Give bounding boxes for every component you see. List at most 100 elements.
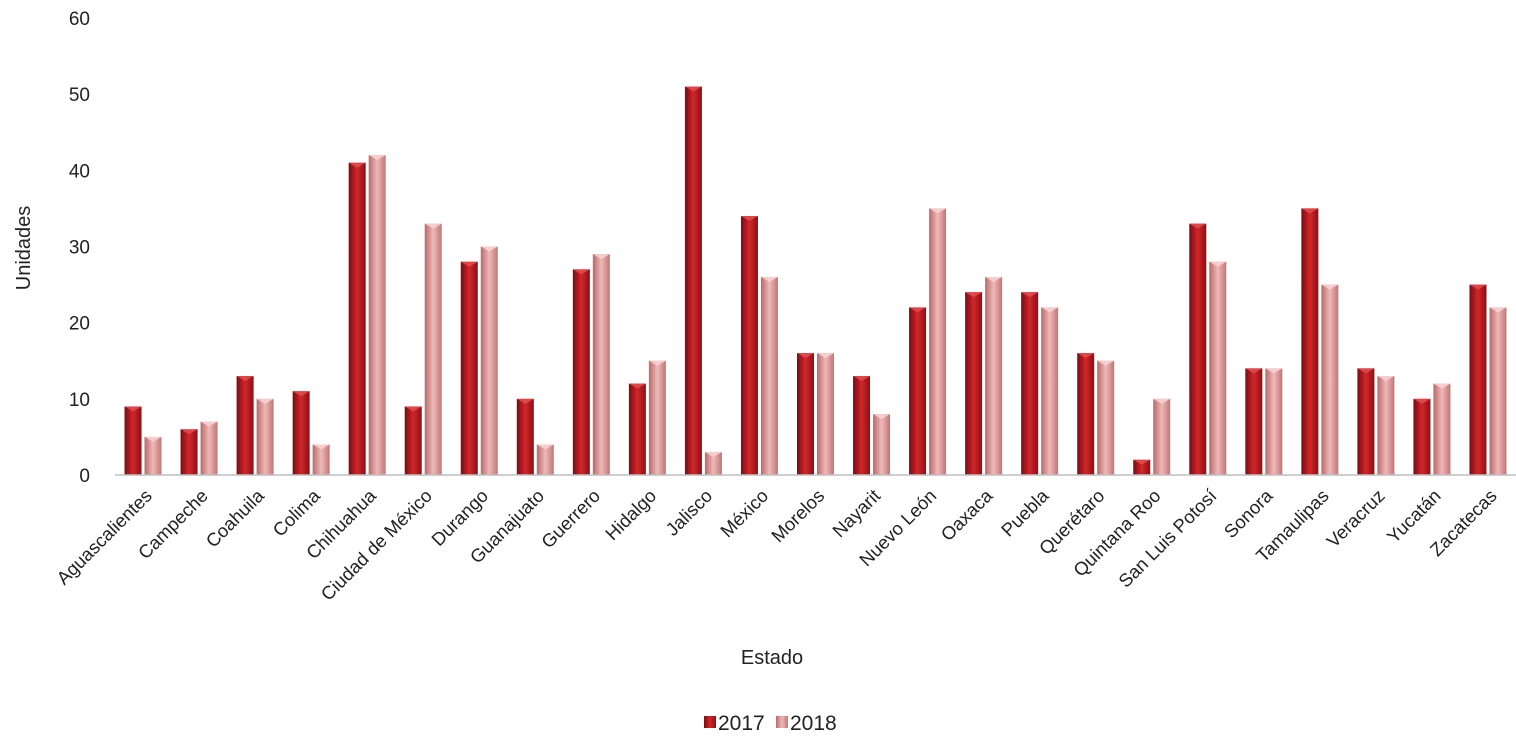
x-tick-label: Oaxaca (937, 484, 997, 544)
bar-2018-Jalisco (704, 452, 722, 475)
bar (1489, 307, 1507, 475)
bar (817, 353, 834, 475)
bar (1133, 459, 1151, 475)
bar (348, 162, 366, 475)
x-tick-label: Hidalgo (601, 485, 660, 544)
bar-cap (740, 216, 758, 222)
bar-cap (312, 444, 330, 450)
bar-2018-Guanajuato (536, 444, 554, 475)
bar-cap (1301, 208, 1319, 214)
bar-cap (460, 261, 478, 267)
bar (1097, 360, 1115, 475)
bar-cap (817, 353, 834, 359)
bar-2018-Veracruz (1377, 375, 1395, 475)
bar-2018-Nayarit (873, 414, 891, 475)
bar-cap (348, 162, 366, 168)
bar (628, 383, 646, 475)
bar (648, 360, 666, 475)
bar (704, 452, 722, 475)
bar-cap (1265, 368, 1283, 374)
bar-cap (180, 429, 198, 435)
bar (404, 406, 422, 475)
x-tick-label: Aguascalientes (52, 485, 156, 589)
bar-cap (684, 86, 702, 92)
bar-cap (256, 398, 274, 404)
bar-cap (628, 383, 646, 389)
y-tick-label: 40 (69, 161, 90, 182)
bar (536, 444, 554, 475)
bar (572, 269, 590, 475)
bar (985, 276, 1003, 475)
bar-cap (572, 269, 590, 275)
y-tick-label: 10 (69, 390, 90, 411)
bar (760, 276, 778, 475)
x-tick-label: Veracruz (1322, 485, 1388, 551)
bar-2017-Querétaro (1077, 353, 1095, 475)
bar-2017-Coahuila (236, 375, 254, 475)
bar (144, 436, 162, 475)
bar (256, 398, 274, 475)
bar-2017-Chihuahua (348, 162, 366, 475)
bar (1321, 284, 1339, 475)
bar (965, 292, 983, 475)
bar-2017-Quintana Roo (1133, 459, 1151, 475)
legend-label-2018: 2018 (790, 712, 837, 735)
bar-2017-Durango (460, 261, 478, 475)
bar-cap (1209, 261, 1227, 267)
bar-cap (1077, 353, 1095, 359)
bar-2017-Puebla (1021, 292, 1039, 475)
bar-cap (1021, 292, 1039, 298)
y-tick-label: 20 (69, 314, 90, 335)
bar (368, 155, 386, 475)
x-axis-title: Estado (741, 647, 803, 669)
bar (1245, 368, 1263, 475)
bar (1189, 223, 1207, 475)
bar (1357, 368, 1375, 475)
bar-2017-Aguascalientes (124, 406, 142, 475)
bar (180, 429, 198, 475)
bar-cap (144, 436, 162, 442)
bar-cap (292, 391, 310, 397)
bar (1041, 307, 1059, 475)
bar-cap (592, 254, 610, 260)
bar (1301, 208, 1319, 475)
bar (1153, 398, 1171, 475)
bar (1077, 353, 1095, 475)
legend: 2017 2018 (704, 712, 837, 735)
bar (312, 444, 330, 475)
bars-group (124, 86, 1507, 476)
bar-2017-Veracruz (1357, 368, 1375, 475)
bar-2018-Puebla (1041, 307, 1059, 475)
bar (1433, 383, 1451, 475)
bar-2017-Morelos (797, 353, 814, 475)
bar-2017-Nayarit (853, 375, 871, 475)
y-tick-label: 0 (79, 466, 90, 487)
bar-2017-Jalisco (684, 86, 702, 476)
bar-2017-Nuevo León (909, 307, 927, 475)
bar-cap (760, 276, 778, 282)
legend-label-2017: 2017 (718, 712, 765, 735)
legend-swatch-2018 (776, 716, 788, 728)
bar-2017-San Luis Potosí (1189, 223, 1207, 475)
bar-2018-Nuevo León (929, 208, 947, 475)
bar-2018-San Luis Potosí (1209, 261, 1227, 475)
x-tick-label: San Luis Potosí (1114, 484, 1221, 591)
bar-2017-Hidalgo (628, 383, 646, 475)
bar-2018-Ciudad de México (424, 223, 442, 475)
bar (853, 375, 871, 475)
bar-2018-Morelos (817, 353, 834, 475)
bar (929, 208, 947, 475)
bar-cap (1321, 284, 1339, 290)
y-tick-label: 30 (69, 238, 90, 259)
bar (1377, 375, 1395, 475)
x-tick-label: Jalisco (661, 485, 716, 540)
bar (1265, 368, 1283, 475)
bar-cap (1357, 368, 1375, 374)
bar-cap (236, 375, 254, 381)
bar-2018-Oaxaca (985, 276, 1003, 475)
y-tick-label: 50 (69, 85, 90, 106)
bar-cap (1097, 360, 1115, 366)
bar-2017-Ciudad de México (404, 406, 422, 475)
bar-cap (909, 307, 927, 313)
